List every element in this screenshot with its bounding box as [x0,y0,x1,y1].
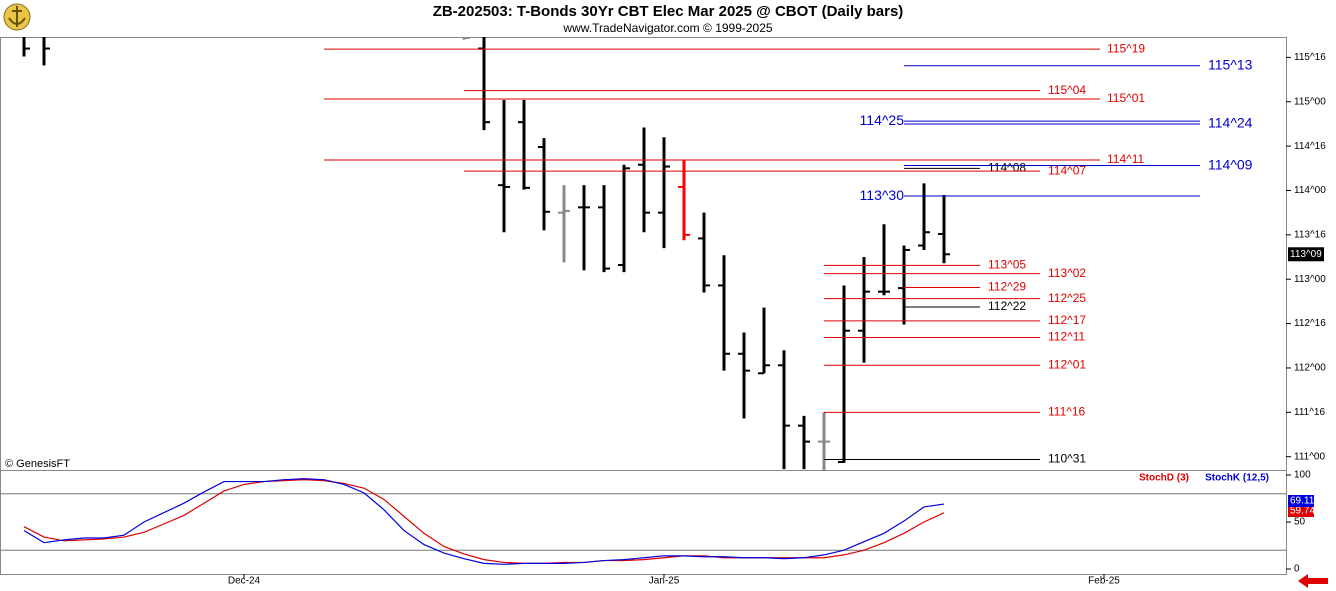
level-label: 115^13 [1208,56,1253,72]
level-label: 113^02 [1048,266,1086,280]
level-label: 114^25 [860,112,905,128]
level-label: 113^30 [860,187,905,203]
y-tick-label: 115^16 [1294,52,1326,63]
y-tick-label: 50 [1294,517,1306,528]
chart-subtitle: www.TradeNavigator.com © 1999-2025 [562,21,772,35]
level-label: 114^09 [1208,156,1253,172]
level-label: 112^17 [1048,313,1086,327]
level-label: 114^07 [1048,163,1086,177]
chart-title: ZB-202503: T-Bonds 30Yr CBT Elec Mar 202… [433,3,904,20]
level-label: 110^31 [1048,452,1086,466]
x-tick-label: Dec-24 [228,576,261,587]
nav-arrow[interactable] [1298,574,1328,588]
y-tick-label: 114^00 [1294,185,1326,196]
y-tick-label: 112^00 [1294,363,1326,374]
credit: © GenesisFT [5,458,70,470]
level-label: 112^01 [1048,357,1086,371]
stoch-line [23,479,945,564]
level-label: 114^24 [1208,115,1253,131]
y-tick-label: 113^16 [1294,230,1326,241]
level-label: 111^16 [1048,404,1086,418]
level-label: 114^11 [1107,152,1145,166]
level-label: 112^29 [988,280,1026,294]
y-tick-label: 114^16 [1294,141,1326,152]
level-label: 115^01 [1107,91,1145,105]
y-tick-label: 115^00 [1294,96,1326,107]
y-tick-label: 0 [1294,564,1300,575]
last-price-label: 113^09 [1290,249,1322,260]
level-label: 112^22 [988,299,1026,313]
level-label: 112^25 [1048,291,1086,305]
last-value-box [1288,495,1314,507]
level-label: 113^05 [988,258,1026,272]
legend-entry: StochD (3) [1139,473,1189,484]
level-label: 114^08 [988,160,1026,174]
x-tick-label: Jan-25 [649,576,680,587]
level-label: 115^04 [1048,83,1086,97]
last-value-label: 59.74 [1290,506,1315,517]
level-label: 112^11 [1048,330,1086,344]
last-value-box [1288,505,1314,517]
y-tick-label: 111^00 [1294,451,1325,462]
logo [3,3,31,31]
x-tick-label: Feb-25 [1088,576,1120,587]
legend-entry: StochK (12,5) [1205,473,1269,484]
last-value-label: 69.11 [1290,496,1315,507]
price-plot: 115^19 115^13 115^04 115^01 114^25 114^24 114^… [22,37,1253,470]
y-tick-label: 111^16 [1294,407,1325,418]
y-tick-label: 112^16 [1294,318,1326,329]
last-price-box [1288,247,1324,262]
stoch-plot [23,478,945,565]
y-tick-label: 113^00 [1294,274,1326,285]
y-tick-label: 100 [1294,470,1311,481]
level-label: 115^19 [1107,41,1145,55]
stoch-line [23,478,945,565]
